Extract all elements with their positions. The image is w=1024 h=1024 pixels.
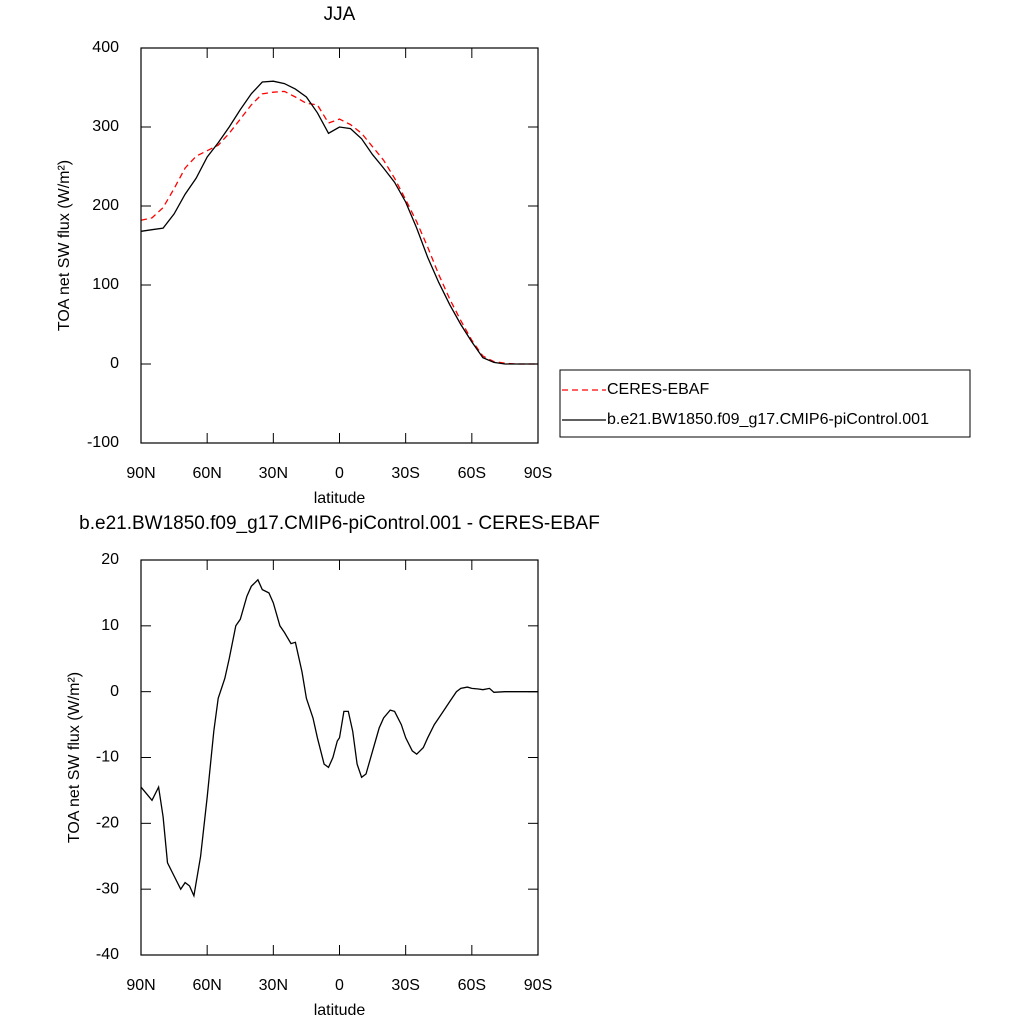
y-tick-label: -40 <box>96 946 119 963</box>
y-tick-label: 300 <box>92 118 119 135</box>
x-tick-label: 60N <box>192 977 221 994</box>
line-series <box>140 80 538 365</box>
y-tick-label: 400 <box>92 39 119 56</box>
y-tick-label: 200 <box>92 197 119 214</box>
y-tick-label: 100 <box>92 276 119 293</box>
x-tick-label: 30S <box>391 977 419 994</box>
plot-frame <box>140 47 539 444</box>
y-tick-label: -100 <box>87 434 119 451</box>
y-axis-label: TOA net SW flux (W/m²) <box>56 160 73 331</box>
x-tick-label: 90N <box>126 977 155 994</box>
x-tick-label: 30S <box>391 465 419 482</box>
y-tick-label: 10 <box>101 617 119 634</box>
x-tick-label: 0 <box>335 465 344 482</box>
chart-title: b.e21.BW1850.f09_g17.CMIP6-piControl.001… <box>79 513 600 534</box>
chart-title: JJA <box>324 4 356 25</box>
y-tick-label: 20 <box>101 551 119 568</box>
x-tick-label: 0 <box>335 977 344 994</box>
x-tick-label: 90S <box>524 977 552 994</box>
y-tick-label: 0 <box>110 683 119 700</box>
y-tick-label: -10 <box>96 749 119 766</box>
legend-label: b.e21.BW1850.f09_g17.CMIP6-piControl.001 <box>607 411 929 428</box>
x-tick-label: 60S <box>458 465 486 482</box>
y-tick-label: -30 <box>96 880 119 897</box>
legend-label: CERES-EBAF <box>607 381 709 398</box>
y-tick-label: -20 <box>96 815 119 832</box>
x-tick-label: 30N <box>259 465 288 482</box>
x-tick-label: 90S <box>524 465 552 482</box>
line-series <box>140 90 538 365</box>
x-tick-label: 30N <box>259 977 288 994</box>
line-series <box>140 578 538 899</box>
x-axis-label: latitude <box>314 490 366 507</box>
x-tick-label: 60N <box>192 465 221 482</box>
y-tick-label: 0 <box>110 355 119 372</box>
y-axis-label: TOA net SW flux (W/m²) <box>66 672 83 843</box>
x-tick-label: 90N <box>126 465 155 482</box>
legend-box <box>559 369 971 438</box>
x-tick-label: 60S <box>458 977 486 994</box>
plot-frame <box>140 559 539 956</box>
x-axis-label: latitude <box>314 1002 366 1019</box>
